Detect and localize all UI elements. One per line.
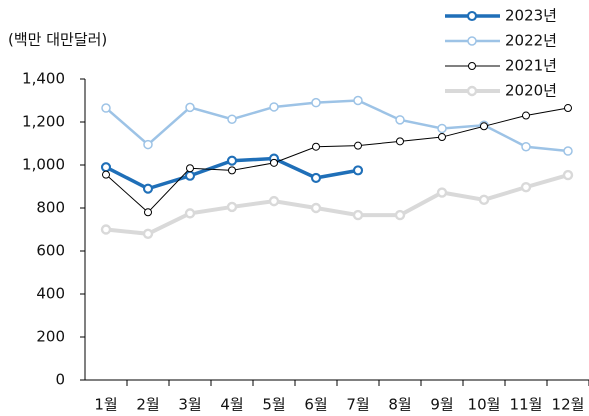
legend-label: 2022년 <box>505 32 557 50</box>
y-tick-label: 1,000 <box>22 156 65 174</box>
x-tick-label: 1월 <box>94 396 117 414</box>
x-tick-label: 9월 <box>430 396 453 414</box>
point <box>144 208 152 217</box>
point <box>563 146 573 156</box>
point <box>310 172 322 183</box>
point <box>438 133 446 142</box>
point <box>185 102 195 113</box>
legend-label: 2023년 <box>505 7 557 25</box>
point <box>310 202 322 214</box>
y-tick-label: 600 <box>36 242 65 260</box>
legend-label: 2021년 <box>505 57 557 75</box>
point <box>520 181 532 193</box>
y-tick-label: 200 <box>36 328 65 346</box>
point <box>102 170 110 179</box>
point <box>478 194 490 206</box>
legend-label: 2020년 <box>505 82 557 100</box>
point <box>521 141 531 152</box>
point <box>226 201 238 213</box>
point <box>353 95 363 106</box>
point <box>101 103 111 113</box>
series-line <box>105 99 569 153</box>
point <box>184 170 196 181</box>
x-tick-label: 2월 <box>136 396 159 414</box>
point <box>522 111 530 120</box>
legend-marker <box>466 10 478 22</box>
point <box>100 224 112 235</box>
point <box>354 141 362 150</box>
x-tick-label: 12월 <box>552 396 585 414</box>
x-tick-label: 11월 <box>510 396 543 414</box>
x-tick-label: 10월 <box>468 396 501 414</box>
point <box>352 209 364 221</box>
point <box>142 183 154 194</box>
x-tick-label: 4월 <box>220 396 243 414</box>
y-tick-label: 1,200 <box>22 113 65 131</box>
y-axis-label: (백만 대만달러) <box>8 31 107 49</box>
legend-marker <box>466 85 478 97</box>
point <box>226 155 238 166</box>
point <box>228 166 236 175</box>
point <box>227 114 237 124</box>
y-tick-label: 1,400 <box>22 70 65 88</box>
legend-marker <box>467 36 477 46</box>
point <box>352 165 364 176</box>
y-tick-label: 400 <box>36 285 65 303</box>
x-tick-label: 7월 <box>346 396 369 414</box>
point <box>143 139 153 150</box>
point <box>186 164 194 173</box>
point <box>142 228 154 240</box>
point <box>268 195 280 207</box>
point <box>312 142 320 151</box>
point <box>269 102 279 112</box>
x-tick-label: 5월 <box>262 396 285 414</box>
point <box>437 123 447 134</box>
point <box>564 104 572 113</box>
point <box>562 169 574 181</box>
point <box>394 209 406 221</box>
point <box>480 122 488 131</box>
point <box>184 208 196 219</box>
point <box>436 187 448 198</box>
point <box>311 97 321 108</box>
legend-marker <box>468 62 476 70</box>
x-tick-label: 3월 <box>178 396 201 414</box>
x-tick-label: 8월 <box>388 396 411 414</box>
point <box>100 162 112 173</box>
x-tick-label: 6월 <box>304 396 327 414</box>
point <box>395 115 405 125</box>
point <box>396 137 404 146</box>
y-tick-label: 0 <box>55 371 65 389</box>
point <box>270 158 278 167</box>
y-tick-label: 800 <box>36 199 65 217</box>
series-line <box>105 107 569 213</box>
series-line <box>105 173 569 236</box>
